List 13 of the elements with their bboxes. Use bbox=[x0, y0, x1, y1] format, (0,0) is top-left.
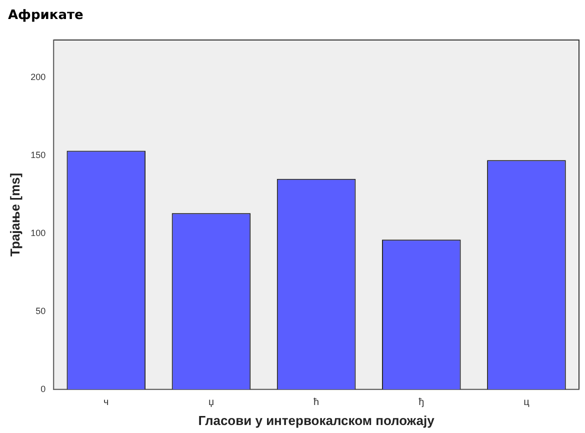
y-axis-title: Трајање [ms] bbox=[7, 172, 22, 256]
x-tick-label: џ bbox=[208, 397, 214, 408]
x-tick-label: ц bbox=[524, 397, 530, 408]
x-tick-label: ч bbox=[104, 397, 109, 408]
y-tick-label: 50 bbox=[36, 306, 46, 316]
y-tick-label: 200 bbox=[30, 72, 46, 82]
x-tick-label: ђ bbox=[418, 397, 424, 408]
x-tick-label: ћ bbox=[314, 397, 320, 408]
y-tick-label: 100 bbox=[30, 228, 46, 238]
x-axis-title: Гласови у интервокалском положају bbox=[198, 412, 436, 428]
chart-title: Африкате bbox=[8, 8, 84, 23]
y-tick-label: 150 bbox=[30, 150, 46, 160]
y-tick-label: 0 bbox=[40, 384, 46, 394]
